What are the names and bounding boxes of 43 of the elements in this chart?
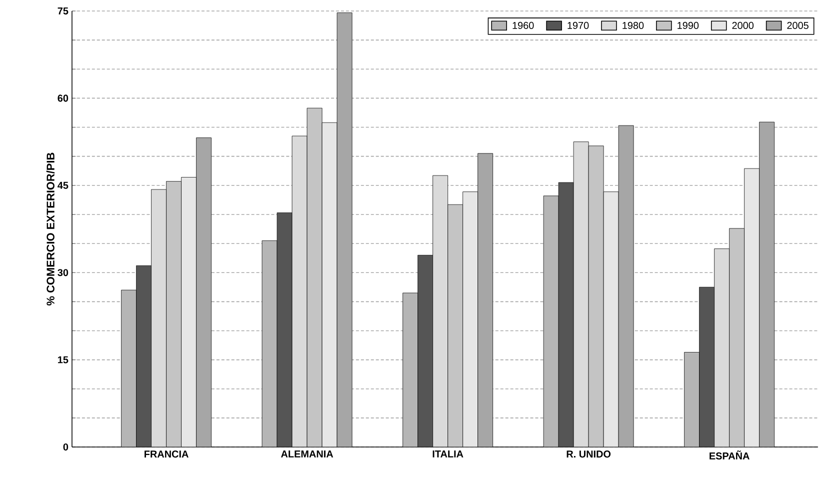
y-tick-label: 75 (58, 8, 68, 14)
bar (573, 142, 589, 447)
legend-label: 1990 (678, 22, 699, 29)
bar (462, 192, 478, 447)
bar (448, 204, 464, 447)
bar (603, 192, 619, 447)
bar (729, 228, 745, 447)
bar (181, 177, 197, 447)
bar (432, 175, 448, 447)
bar (543, 196, 559, 447)
bar (714, 248, 730, 447)
bar (558, 182, 574, 447)
bar (276, 212, 292, 447)
bar (744, 168, 760, 447)
bar (418, 254, 434, 447)
bar (292, 136, 308, 447)
y-axis-title: % COMERCIO EXTERIOR/PIB (46, 152, 55, 306)
bar (402, 292, 418, 447)
x-tick-label: ALEMANIA (281, 450, 334, 458)
bar (136, 265, 152, 447)
y-tick-label: 45 (58, 182, 68, 189)
bar (306, 108, 322, 447)
bar (262, 240, 278, 447)
bar (121, 290, 137, 447)
y-tick-label: 15 (58, 356, 68, 364)
bar (166, 181, 182, 447)
y-tick-label: 30 (58, 269, 68, 276)
legend-label: 1980 (622, 22, 644, 29)
bar (699, 286, 715, 447)
legend-label: 1960 (512, 22, 534, 29)
bar (588, 146, 604, 447)
bar (151, 189, 167, 447)
x-tick-label: ESPAÑA (710, 450, 750, 460)
x-tick-label: FRANCIA (144, 450, 188, 458)
bar (684, 352, 700, 447)
legend-label: 2005 (787, 22, 808, 29)
bar (322, 122, 338, 447)
y-tick-label: 0 (63, 443, 68, 451)
legend-label: 1970 (568, 22, 589, 29)
y-tick-label: 60 (58, 94, 68, 102)
x-tick-label: R. UNIDO (566, 450, 611, 458)
x-tick-label: ITALIA (432, 450, 464, 458)
legend-label: 2000 (732, 22, 754, 29)
